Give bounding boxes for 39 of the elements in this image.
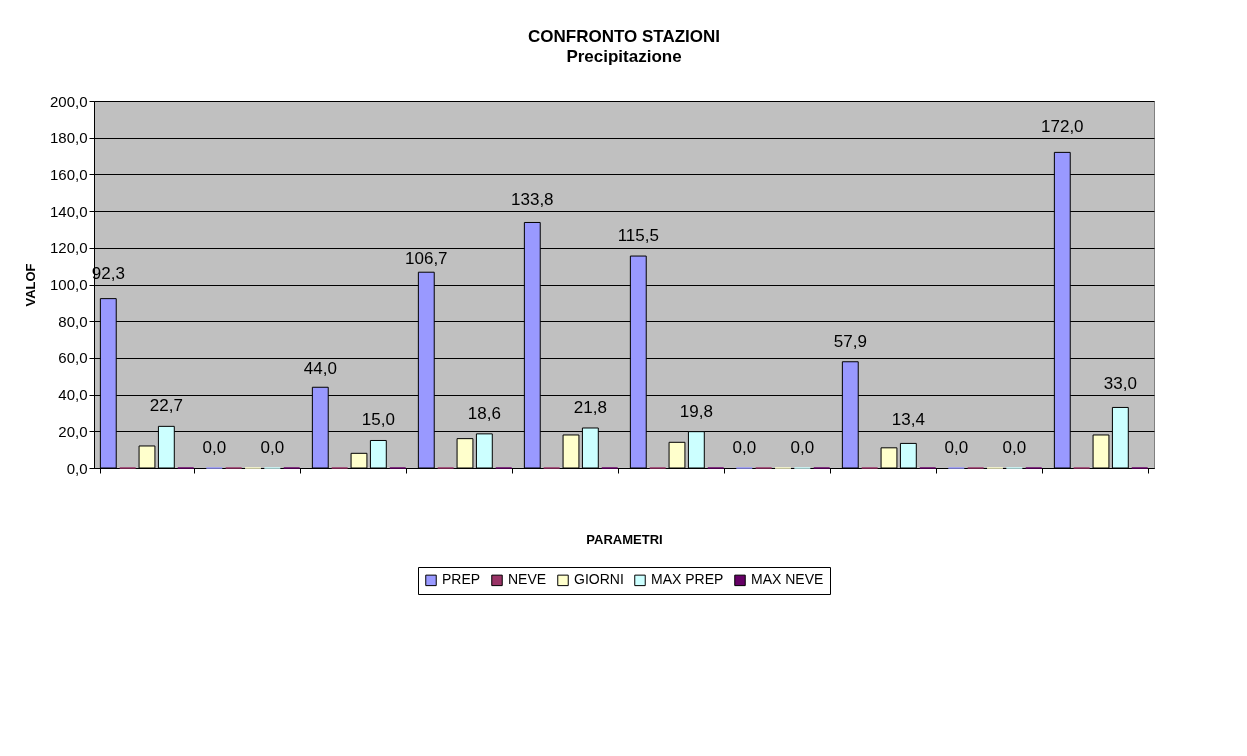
data-label: 13,4: [891, 410, 925, 430]
data-label: 133,8: [511, 190, 554, 210]
data-label: 0,0: [202, 438, 227, 457]
data-label: 15,0: [361, 410, 395, 430]
data-label: 0,0: [732, 438, 757, 457]
data-label: 0,0: [260, 438, 285, 457]
y-tick-label: 200,0: [49, 92, 88, 110]
y-tick-label: 120,0: [49, 239, 88, 257]
data-label: 44,0: [303, 358, 337, 378]
y-tick-label: 20,0: [58, 422, 88, 440]
data-label: 172,0: [1041, 116, 1084, 136]
data-label: 0,0: [1002, 438, 1027, 457]
y-tick-label: 40,0: [58, 386, 88, 404]
data-label: 57,9: [833, 331, 867, 351]
data-label: 115,5: [617, 226, 659, 246]
y-tick-label: 60,0: [58, 349, 88, 367]
y-tick-label: 140,0: [49, 202, 88, 220]
legend-label: PREP: [442, 571, 481, 588]
y-tick-label: 180,0: [49, 129, 88, 147]
data-label: 0,0: [790, 438, 815, 457]
y-tick-label: 0,0: [66, 459, 88, 477]
chart-subtitle: Precipitazione: [566, 47, 682, 66]
data-label: 22,7: [149, 396, 183, 416]
x-axis-title: PARAMETRI: [586, 532, 663, 547]
y-tick-label: 160,0: [49, 165, 88, 183]
data-label: 18,6: [467, 403, 501, 423]
data-label: 0,0: [944, 438, 969, 457]
y-tick-label: 100,0: [49, 276, 88, 293]
legend-label: NEVE: [508, 571, 547, 588]
y-axis-title: VALOF: [22, 263, 38, 307]
data-label: 21,8: [573, 398, 607, 417]
legend-label: MAX PREP: [651, 571, 724, 588]
legend-label: MAX NEVE: [751, 571, 824, 588]
data-label: 106,7: [405, 248, 448, 268]
chart-title: CONFRONTO STAZIONI: [527, 27, 721, 46]
data-label: 33,0: [1103, 373, 1137, 393]
legend-label: GIORNI: [574, 571, 624, 588]
y-tick-label: 80,0: [58, 312, 88, 330]
data-label: 19,8: [679, 401, 713, 421]
